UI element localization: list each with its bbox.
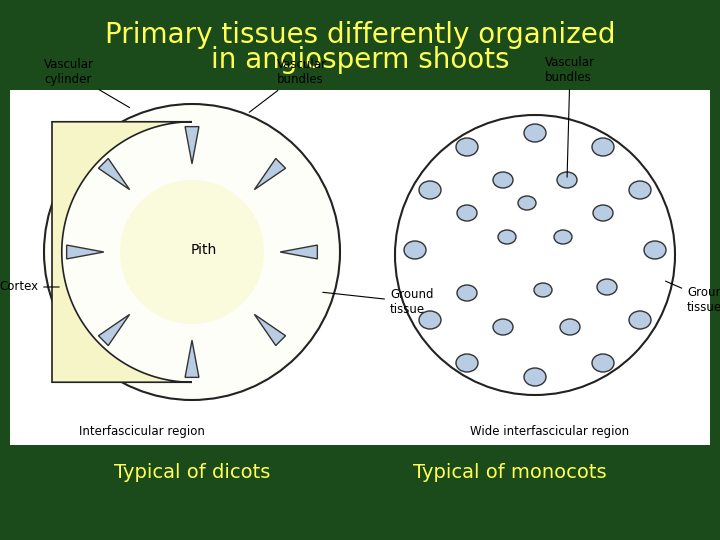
Ellipse shape [629, 181, 651, 199]
Polygon shape [52, 122, 192, 382]
Text: Typical of monocots: Typical of monocots [413, 462, 607, 482]
Text: Vascular
cylinder: Vascular cylinder [44, 58, 130, 107]
Circle shape [120, 180, 264, 324]
Ellipse shape [629, 311, 651, 329]
Polygon shape [99, 314, 130, 346]
Polygon shape [67, 245, 104, 259]
Polygon shape [99, 158, 130, 190]
Ellipse shape [456, 138, 478, 156]
Text: Ground
tissue: Ground tissue [323, 288, 433, 316]
Text: Ground
tissue: Ground tissue [665, 281, 720, 314]
Polygon shape [280, 245, 318, 259]
Ellipse shape [498, 230, 516, 244]
Text: Typical of dicots: Typical of dicots [114, 462, 270, 482]
Polygon shape [185, 340, 199, 377]
Ellipse shape [557, 172, 577, 188]
Text: Vascular
bundles: Vascular bundles [545, 56, 595, 177]
Ellipse shape [593, 205, 613, 221]
Ellipse shape [493, 172, 513, 188]
Polygon shape [254, 314, 286, 346]
Text: in angiosperm shoots: in angiosperm shoots [211, 46, 509, 74]
Ellipse shape [457, 285, 477, 301]
Text: Vascular
bundles: Vascular bundles [249, 58, 327, 112]
Ellipse shape [518, 196, 536, 210]
Ellipse shape [560, 319, 580, 335]
Ellipse shape [456, 354, 478, 372]
Text: Pith: Pith [191, 243, 217, 257]
Ellipse shape [419, 181, 441, 199]
Text: Primary tissues differently organized: Primary tissues differently organized [104, 21, 616, 49]
Ellipse shape [592, 354, 614, 372]
Circle shape [44, 104, 340, 400]
Bar [10, 90, 710, 445]
Ellipse shape [534, 283, 552, 297]
Ellipse shape [597, 279, 617, 295]
Ellipse shape [592, 138, 614, 156]
Text: Wide interfascicular region: Wide interfascicular region [470, 425, 629, 438]
Ellipse shape [524, 368, 546, 386]
Ellipse shape [554, 230, 572, 244]
Circle shape [395, 115, 675, 395]
Ellipse shape [404, 241, 426, 259]
Polygon shape [254, 158, 286, 190]
Text: Interfascicular region: Interfascicular region [79, 425, 205, 438]
Polygon shape [185, 127, 199, 164]
Text: Cortex: Cortex [0, 280, 59, 294]
Ellipse shape [644, 241, 666, 259]
Ellipse shape [493, 319, 513, 335]
Ellipse shape [419, 311, 441, 329]
Ellipse shape [524, 124, 546, 142]
Ellipse shape [457, 205, 477, 221]
